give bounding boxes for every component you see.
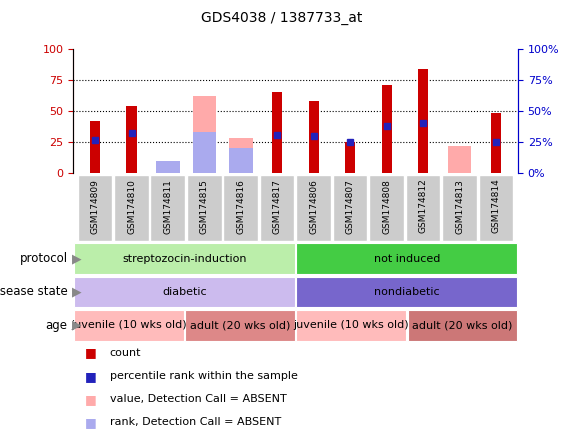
Bar [272,92,283,173]
Text: juvenile (10 wks old): juvenile (10 wks old) [293,320,409,330]
Bar [156,161,180,173]
Text: GSM174815: GSM174815 [200,178,209,234]
Text: disease state: disease state [0,285,68,298]
Text: ▶: ▶ [72,319,81,332]
Text: GSM174817: GSM174817 [273,178,282,234]
FancyBboxPatch shape [150,174,185,241]
Text: age: age [46,319,68,332]
Text: juvenile (10 wks old): juvenile (10 wks old) [71,320,186,330]
Text: adult (20 wks old): adult (20 wks old) [412,320,512,330]
Text: GSM174807: GSM174807 [346,178,355,234]
Text: rank, Detection Call = ABSENT: rank, Detection Call = ABSENT [110,417,281,427]
Bar [156,167,180,173]
Bar [345,142,355,173]
Text: ■: ■ [84,392,96,406]
FancyBboxPatch shape [442,174,477,241]
FancyBboxPatch shape [296,174,331,241]
Text: ▶: ▶ [72,252,81,265]
Text: GSM174816: GSM174816 [236,178,245,234]
Text: ■: ■ [84,369,96,383]
Text: percentile rank within the sample: percentile rank within the sample [110,371,298,381]
Bar [382,85,392,173]
Text: GSM174806: GSM174806 [309,178,318,234]
FancyBboxPatch shape [224,174,258,241]
FancyBboxPatch shape [74,277,295,307]
Text: streptozocin-induction: streptozocin-induction [122,254,247,264]
FancyBboxPatch shape [185,310,295,341]
FancyBboxPatch shape [74,243,295,274]
Text: ■: ■ [84,416,96,429]
Bar [193,96,216,173]
FancyBboxPatch shape [187,174,222,241]
Bar [309,101,319,173]
Bar [229,139,253,173]
Text: GDS4038 / 1387733_at: GDS4038 / 1387733_at [201,11,362,25]
FancyBboxPatch shape [369,174,404,241]
Bar [229,148,253,173]
Text: nondiabetic: nondiabetic [374,287,440,297]
FancyBboxPatch shape [296,277,517,307]
Text: GSM174814: GSM174814 [491,178,501,234]
Text: adult (20 wks old): adult (20 wks old) [190,320,290,330]
Text: GSM174813: GSM174813 [455,178,464,234]
FancyBboxPatch shape [296,243,517,274]
FancyBboxPatch shape [479,174,513,241]
Text: protocol: protocol [20,252,68,265]
Bar [127,106,137,173]
Text: ▶: ▶ [72,285,81,298]
FancyBboxPatch shape [333,174,368,241]
Text: ■: ■ [84,346,96,360]
Bar [448,146,471,173]
Text: GSM174809: GSM174809 [91,178,100,234]
FancyBboxPatch shape [408,310,517,341]
Bar [418,69,428,173]
Text: GSM174812: GSM174812 [419,178,428,234]
FancyBboxPatch shape [74,310,184,341]
Text: count: count [110,348,141,358]
Text: value, Detection Call = ABSENT: value, Detection Call = ABSENT [110,394,287,404]
FancyBboxPatch shape [78,174,112,241]
FancyBboxPatch shape [406,174,440,241]
Text: not induced: not induced [374,254,440,264]
Text: GSM174811: GSM174811 [163,178,172,234]
FancyBboxPatch shape [260,174,294,241]
Bar [193,132,216,173]
Text: GSM174808: GSM174808 [382,178,391,234]
Bar [491,114,501,173]
FancyBboxPatch shape [114,174,149,241]
Text: diabetic: diabetic [162,287,207,297]
Bar [90,121,100,173]
Text: GSM174810: GSM174810 [127,178,136,234]
FancyBboxPatch shape [296,310,406,341]
